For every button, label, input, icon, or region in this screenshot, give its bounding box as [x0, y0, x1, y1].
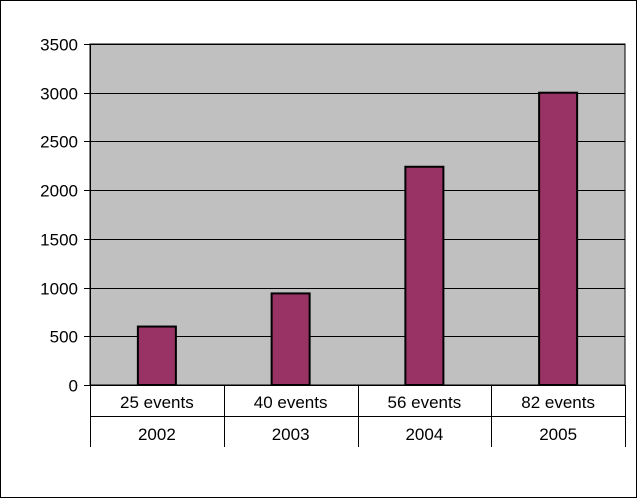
axes: [84, 44, 626, 447]
y-tick-label: 1000: [40, 280, 78, 299]
y-tick-label: 500: [50, 328, 78, 347]
x-tick-label-events: 25 events: [120, 393, 194, 412]
y-tick-label: 2000: [40, 182, 78, 201]
y-tick-labels: 0 500 1000 1500 2000 2500 3000 3500: [40, 36, 78, 396]
x-tick-label-year: 2005: [539, 425, 577, 444]
bar: [270, 292, 311, 386]
bar: [538, 91, 579, 386]
plot-area: [89, 43, 626, 386]
x-tick-label-events: 40 events: [254, 393, 328, 412]
x-tick-label-year: 2004: [405, 425, 443, 444]
y-tick-label: 0: [69, 377, 78, 396]
y-tick-label: 3000: [40, 85, 78, 104]
x-tick-label-year: 2002: [138, 425, 176, 444]
x-tick-label-events: 82 events: [521, 393, 595, 412]
bars: [136, 91, 579, 386]
gridlines: [90, 44, 625, 337]
x-tick-label-year: 2003: [272, 425, 310, 444]
y-tick-label: 1500: [40, 231, 78, 250]
bar: [404, 165, 445, 386]
y-tick-label: 2500: [40, 133, 78, 152]
x-tick-label-events: 56 events: [388, 393, 462, 412]
x-tick-labels: 25 events 2002 40 events 2003 56 events 2004 8…: [120, 393, 595, 444]
y-tick-label: 3500: [40, 36, 78, 55]
bar: [136, 325, 177, 386]
